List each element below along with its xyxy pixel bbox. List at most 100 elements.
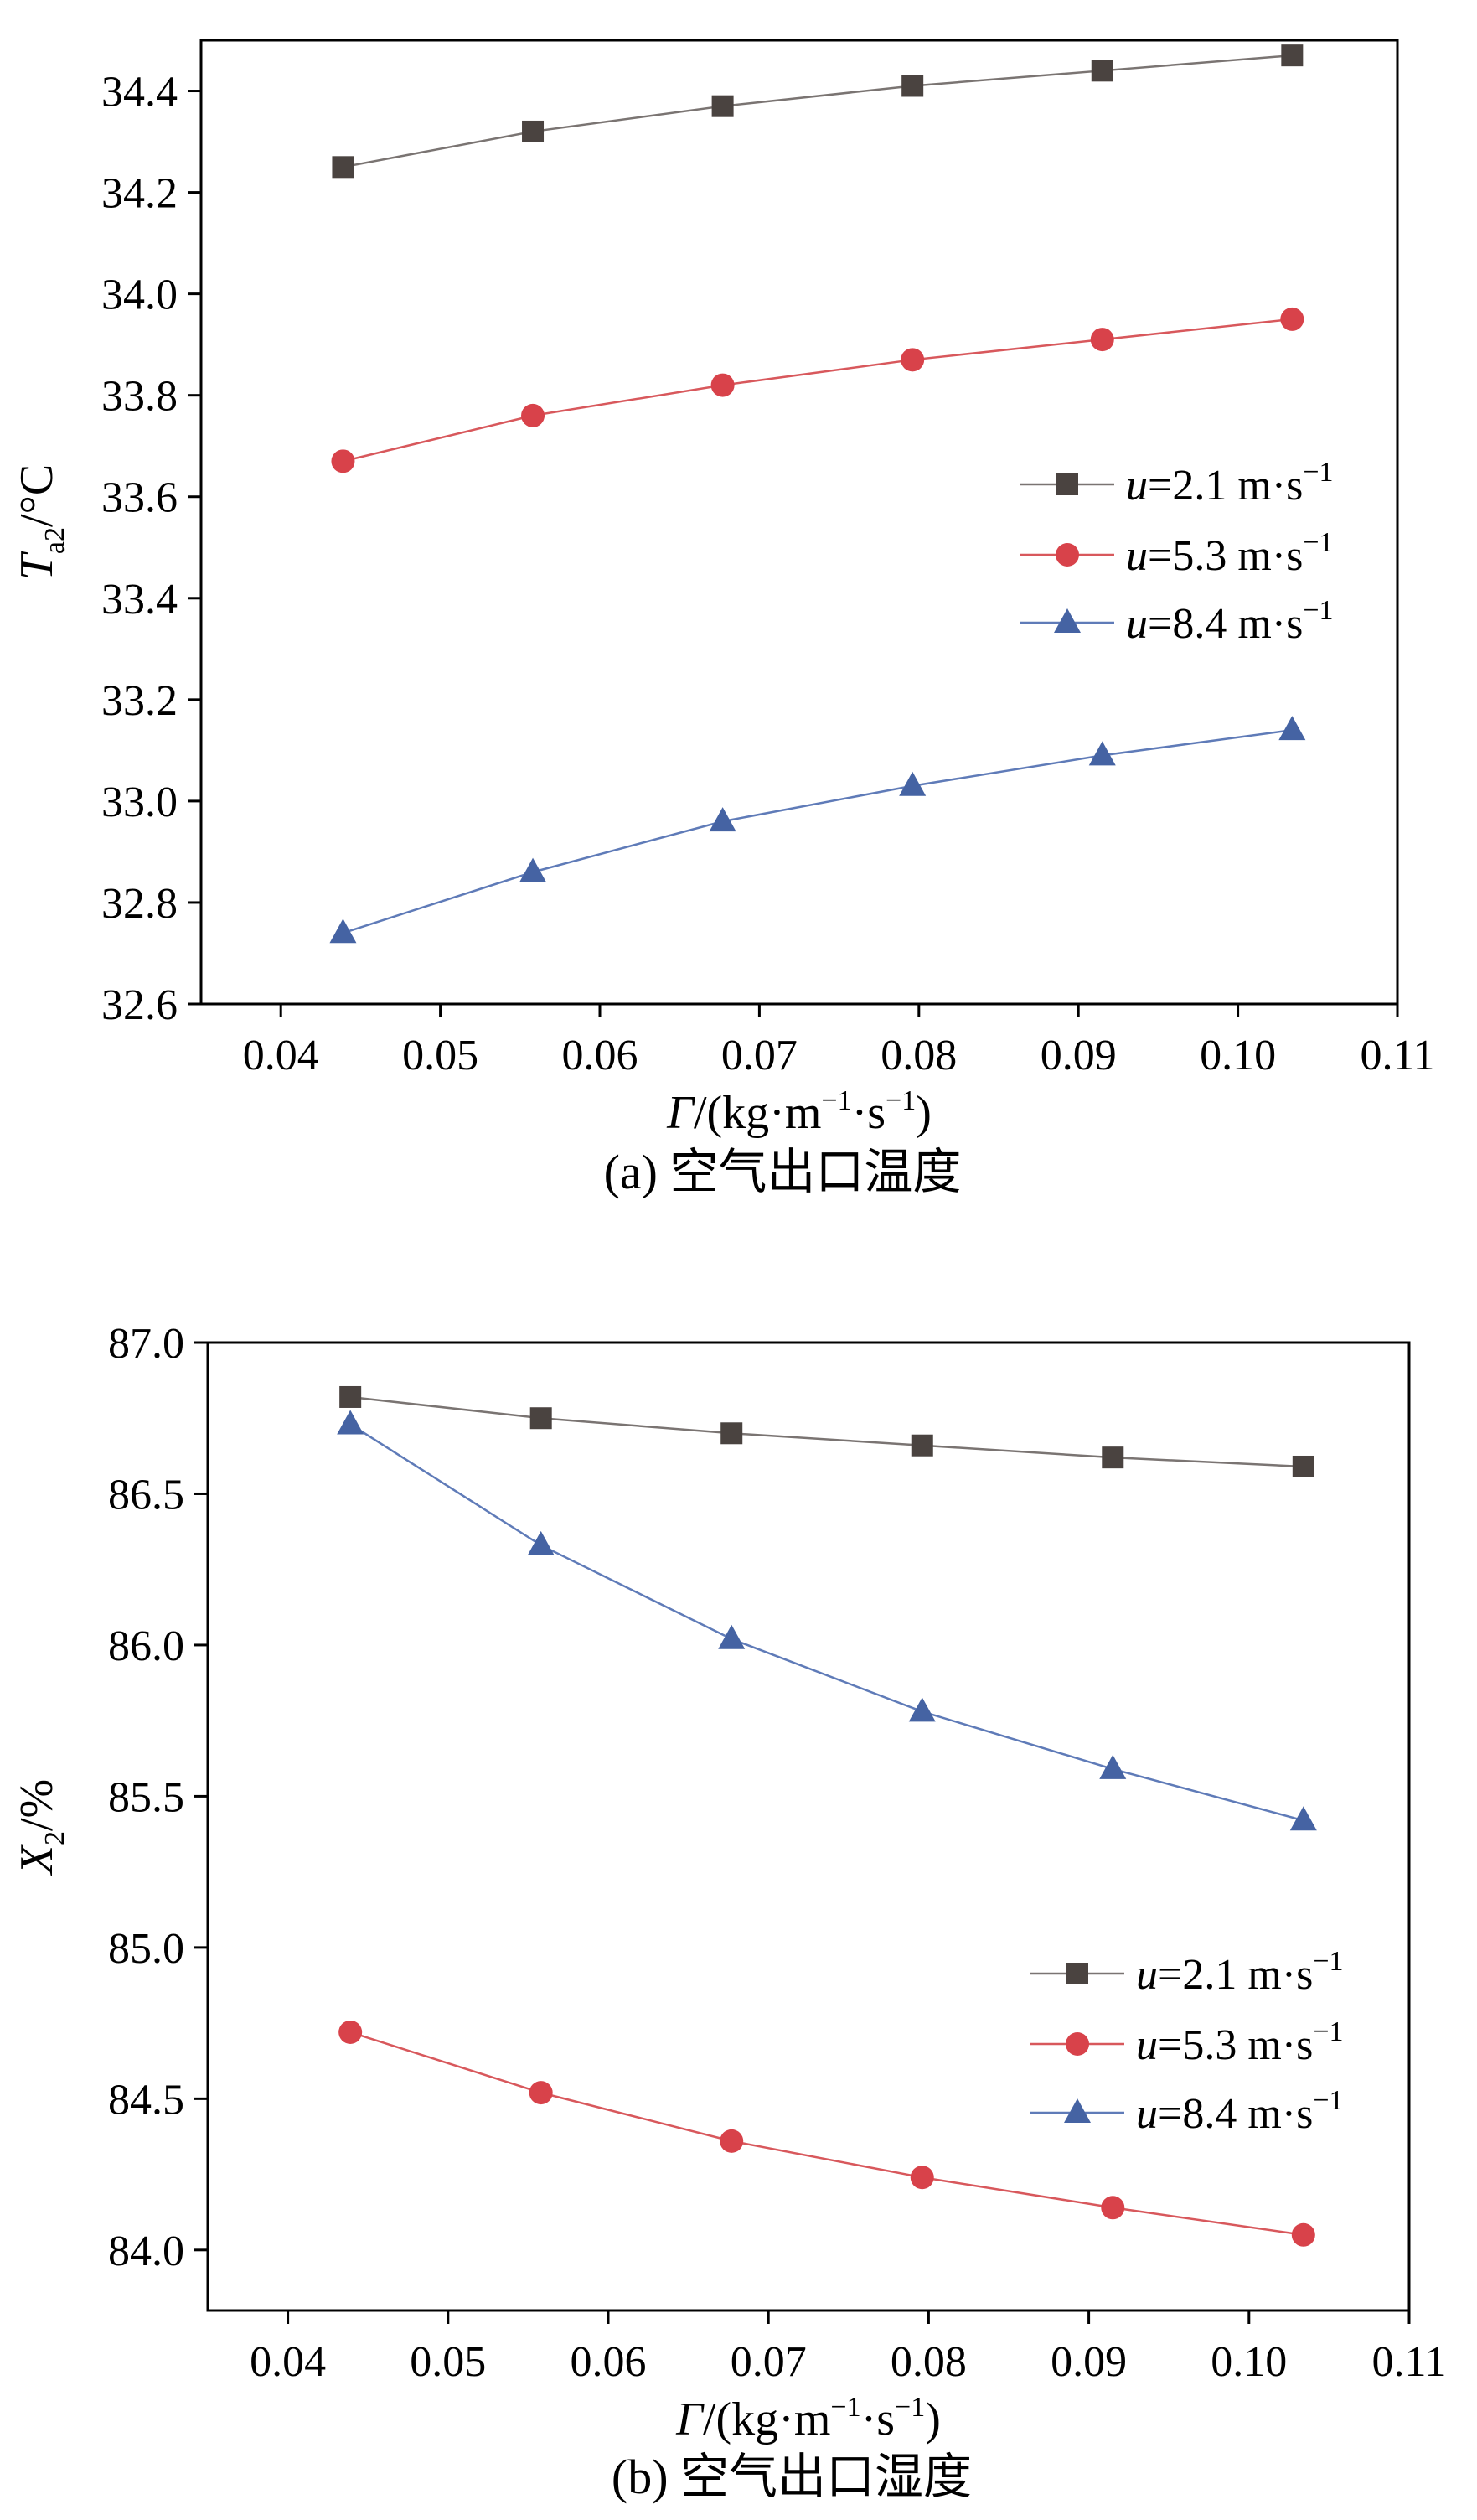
- x-label-unit: ): [916, 1087, 932, 1139]
- x-tick-label: 0.09: [1051, 2338, 1127, 2386]
- y-tick-label: 32.6: [101, 981, 178, 1029]
- x-label-unit: /(kg·m: [703, 2393, 830, 2445]
- data-point: [1291, 2222, 1315, 2247]
- y-tick-label: 33.8: [101, 373, 178, 421]
- data-point: [910, 2166, 934, 2190]
- data-point: [529, 2081, 553, 2105]
- data-point: [1278, 716, 1306, 741]
- y-tick-label: 32.8: [101, 880, 178, 928]
- y-label-symbol: T: [11, 551, 63, 580]
- legend-marker: [1056, 543, 1079, 567]
- y-axis-label: Ta2/°C: [11, 464, 70, 581]
- x-tick-label: 0.06: [562, 1032, 638, 1079]
- x-tick-label: 0.10: [1200, 1032, 1276, 1079]
- x-tick-label: 0.11: [1371, 2338, 1446, 2386]
- legend-marker: [1066, 1963, 1088, 1984]
- legend-entry: u=2.1 m·s−1: [1030, 1946, 1344, 1999]
- data-point: [1281, 44, 1304, 67]
- panel-caption: (b) 空气出口湿度: [612, 2450, 972, 2504]
- legend-marker: [1056, 473, 1078, 495]
- y-tick-label: 34.2: [101, 170, 178, 218]
- data-point: [711, 95, 734, 117]
- data-point: [521, 403, 545, 427]
- x-label-exponent: −1: [895, 2392, 925, 2423]
- legend-variable: u: [1126, 532, 1148, 580]
- series-square: [332, 44, 1304, 179]
- data-point: [899, 771, 927, 796]
- y-label-unit: /°C: [11, 464, 63, 527]
- data-point: [519, 857, 547, 882]
- legend-label: u=5.3 m·s−1: [1126, 527, 1334, 580]
- data-point: [1091, 60, 1113, 82]
- data-point: [718, 1624, 746, 1649]
- y-label-subscript: 2: [39, 1831, 70, 1845]
- series-circle: [331, 307, 1304, 473]
- legend-exponent: −1: [1303, 527, 1333, 558]
- y-tick-label: 33.4: [101, 576, 178, 624]
- series-line: [343, 728, 1293, 934]
- x-tick-label: 0.08: [891, 2338, 967, 2386]
- data-point: [709, 807, 736, 832]
- x-tick-label: 0.04: [250, 2338, 326, 2386]
- legend-exponent: −1: [1313, 2085, 1343, 2116]
- y-tick-label: 86.0: [108, 1622, 184, 1670]
- data-point: [329, 918, 357, 944]
- data-point: [1292, 1455, 1314, 1477]
- legend-exponent: −1: [1303, 457, 1333, 488]
- legend-entry: u=8.4 m·s−1: [1020, 595, 1334, 648]
- data-point: [901, 348, 925, 372]
- x-tick-label: 0.07: [731, 2338, 807, 2386]
- data-point: [908, 1697, 936, 1722]
- series-line: [343, 54, 1293, 168]
- series-triangle: [329, 716, 1306, 944]
- y-tick-label: 34.4: [101, 69, 178, 116]
- legend-entry: u=5.3 m·s−1: [1020, 527, 1334, 580]
- data-point: [1280, 307, 1304, 331]
- chart-panel-b: 0.04 0.05 0.06 0.07 0.08 0.09 0.10 0.11 84.0 84.5…: [11, 1320, 1447, 2504]
- legend-label: u=5.3 m·s−1: [1136, 2016, 1344, 2069]
- x-tick-label: 0.10: [1211, 2338, 1287, 2386]
- y-tick-label: 33.0: [101, 779, 178, 826]
- legend-variable: u: [1136, 1951, 1158, 1999]
- legend-entry: u=5.3 m·s−1: [1030, 2016, 1344, 2069]
- chart-panel-a: 0.04 0.05 0.06 0.07 0.08 0.09 0.10 0.11 32.6 32.8…: [11, 39, 1435, 1199]
- data-point: [1289, 1806, 1317, 1831]
- legend-label: u=2.1 m·s−1: [1136, 1946, 1344, 1999]
- data-point: [901, 75, 924, 97]
- legend-label: u=2.1 m·s−1: [1126, 457, 1334, 510]
- legend-variable: u: [1136, 2090, 1158, 2138]
- y-label-symbol: X: [11, 1843, 63, 1876]
- plot-frame: [199, 39, 1399, 1006]
- y-tick-label: 85.0: [108, 1925, 184, 1973]
- series-square: [339, 1385, 1314, 1477]
- x-tick-label: 0.04: [243, 1032, 319, 1079]
- y-tick-label: 84.0: [108, 2228, 184, 2275]
- data-point: [332, 156, 354, 179]
- legend-variable: u: [1136, 2021, 1158, 2069]
- x-label-unit: ·s: [852, 1087, 886, 1139]
- legend-variable: u: [1126, 600, 1148, 648]
- x-label-exponent: −1: [821, 1085, 851, 1116]
- data-point: [720, 2129, 744, 2153]
- legend-entry: u=2.1 m·s−1: [1020, 457, 1334, 510]
- data-point: [527, 1530, 555, 1555]
- legend-variable: u: [1126, 462, 1148, 510]
- legend-exponent: −1: [1313, 1946, 1343, 1977]
- series-line: [350, 1395, 1304, 1468]
- x-tick-label: 0.08: [881, 1032, 957, 1079]
- legend-exponent: −1: [1303, 595, 1333, 626]
- series-line: [349, 2031, 1304, 2237]
- data-point: [529, 1407, 552, 1430]
- x-label-exponent: −1: [886, 1085, 916, 1116]
- legend-label: u=8.4 m·s−1: [1126, 595, 1334, 648]
- x-tick-label: 0.05: [402, 1032, 478, 1079]
- data-point: [720, 1422, 743, 1445]
- x-label-unit: ·s: [861, 2393, 895, 2445]
- data-point: [1101, 2196, 1125, 2220]
- data-point: [1088, 741, 1116, 766]
- data-point: [338, 2020, 363, 2044]
- data-point: [710, 373, 735, 397]
- series-line: [349, 1423, 1304, 1822]
- data-point: [331, 449, 355, 473]
